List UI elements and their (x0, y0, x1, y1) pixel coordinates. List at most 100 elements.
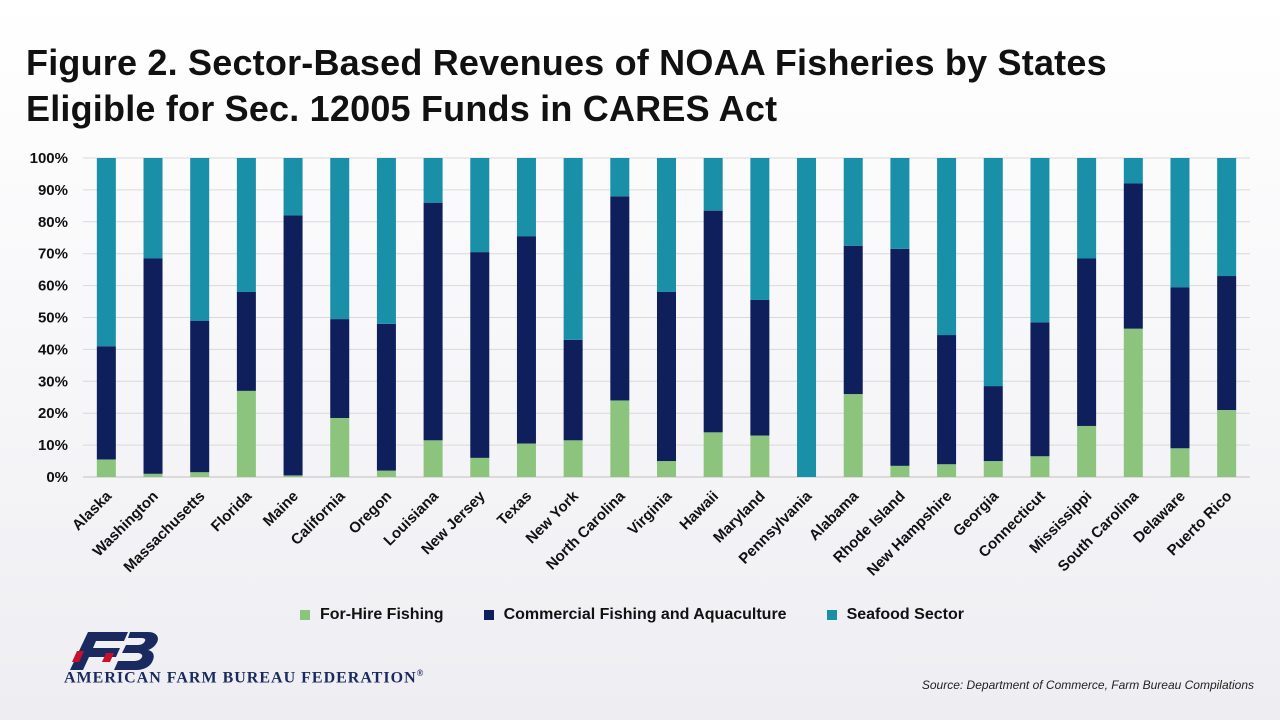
bar-segment-commercial (750, 299, 770, 436)
bar-segment-seafood (1170, 158, 1190, 288)
bar-segment-seafood (657, 158, 676, 292)
bar-segment-commercial (330, 319, 350, 418)
bar-segment-commercial (1030, 322, 1050, 457)
bar-segment-commercial (983, 386, 1003, 462)
legend-item-commercial: Commercial Fishing and Aquaculture (483, 606, 787, 624)
bar-segment-commercial (610, 196, 630, 401)
bar-segment-for-hire (283, 475, 303, 477)
bar-segment-seafood (470, 158, 490, 253)
legend-label-seafood: Seafood Sector (846, 606, 964, 623)
y-tick-label: 10% (38, 437, 68, 454)
bar-segment-for-hire (750, 435, 770, 477)
bar-segment-for-hire (236, 390, 256, 477)
bar-segment-commercial (703, 210, 723, 433)
bar-segment-commercial (657, 291, 676, 462)
bar-segment-seafood (610, 158, 630, 197)
legend-label-commercial: Commercial Fishing and Aquaculture (503, 606, 787, 623)
org-name: AMERICAN FARM BUREAU FEDERATION® (64, 668, 424, 687)
bar-segment-seafood (937, 158, 957, 336)
bar-segment-commercial (143, 258, 163, 474)
bar-segment-for-hire (703, 432, 723, 477)
x-tick-label: Texas (494, 488, 535, 529)
bar-segment-for-hire (1077, 425, 1097, 477)
bar-segment-commercial (96, 346, 116, 460)
bar-segment-for-hire (610, 400, 630, 477)
y-tick-label: 0% (46, 469, 68, 486)
bar-segment-seafood (890, 158, 910, 249)
bar-segment-seafood (190, 158, 210, 321)
bar-segment-for-hire (983, 461, 1003, 477)
bar-segment-seafood (1077, 158, 1097, 259)
bar-segment-commercial (283, 215, 303, 476)
bar-segment-commercial (563, 339, 583, 441)
bar-segment-seafood (983, 158, 1003, 387)
y-tick-label: 90% (38, 182, 68, 199)
bar-segment-for-hire (937, 464, 957, 477)
bar-segment-for-hire (376, 470, 396, 477)
x-tick-label: Massachusetts (120, 488, 208, 576)
x-tick-label: South Carolina (1055, 487, 1143, 575)
legend-item-seafood: Seafood Sector (826, 606, 964, 624)
x-tick-label: Hawaii (676, 488, 722, 534)
bar-segment-seafood (96, 158, 116, 347)
bar-segment-for-hire (1030, 456, 1050, 477)
x-tick-label: Virginia (625, 487, 676, 538)
y-tick-label: 30% (38, 373, 68, 390)
bar-segment-for-hire (423, 440, 443, 477)
bar-segment-commercial (1077, 258, 1097, 426)
bar-segment-commercial (236, 291, 256, 391)
bar-segment-seafood (423, 158, 443, 203)
legend-item-for-hire: For-Hire Fishing (300, 606, 444, 624)
bar-segment-commercial (890, 248, 910, 466)
legend-swatch-commercial (483, 610, 494, 620)
bar-segment-for-hire (843, 394, 863, 477)
source-note: Source: Department of Commerce, Farm Bur… (921, 678, 1254, 692)
bar-segment-seafood (376, 158, 396, 324)
y-tick-label: 40% (38, 341, 68, 358)
bar-segment-for-hire (190, 472, 210, 477)
bar-segment-for-hire (1123, 328, 1143, 477)
y-tick-label: 80% (38, 214, 68, 231)
y-axis: 0% 10% 20% 30% 40% 50% 60% 70% 80% 90% 100% (30, 150, 68, 486)
x-tick-label: Alaska (69, 487, 116, 534)
bar-segment-seafood (330, 158, 350, 320)
bar-segment-seafood (563, 158, 583, 340)
bar-segment-for-hire (890, 465, 910, 477)
bar-segment-seafood (703, 158, 723, 211)
bar-segment-commercial (843, 245, 863, 395)
bar-segment-seafood (750, 158, 770, 300)
org-name-text: AMERICAN FARM BUREAU FEDERATION (64, 669, 417, 687)
bar-segment-commercial (470, 252, 490, 458)
bar-segment-seafood (1030, 158, 1050, 323)
legend: For-Hire Fishing Commercial Fishing and … (300, 606, 964, 624)
bar-segment-seafood (1217, 158, 1237, 277)
bar-segment-for-hire (657, 461, 676, 477)
stacked-bar-chart: 0% 10% 20% 30% 40% 50% 60% 70% 80% 90% 100% Alaska… (30, 150, 1250, 579)
legend-swatch-for-hire (300, 610, 310, 620)
bar-segment-for-hire (470, 457, 490, 477)
bar-segment-for-hire (330, 417, 350, 477)
bar-segment-for-hire (96, 459, 116, 477)
bar-segment-commercial (937, 335, 957, 465)
bar-segment-for-hire (1170, 448, 1190, 477)
chart-title: Figure 2. Sector-Based Revenues of NOAA … (26, 40, 1256, 132)
bar-segment-seafood (1123, 158, 1143, 184)
chart-title-line-2: Eligible for Sec. 12005 Funds in CARES A… (26, 88, 778, 129)
y-tick-label: 60% (38, 278, 68, 295)
y-tick-label: 70% (38, 246, 68, 263)
bar-segment-commercial (1217, 276, 1237, 411)
bar-segment-seafood (843, 158, 863, 246)
legend-swatch-seafood (826, 610, 837, 620)
y-tick-label: 50% (38, 310, 68, 327)
y-tick-label: 100% (30, 150, 68, 167)
bar-segment-for-hire (1217, 410, 1237, 477)
x-tick-label: North Carolina (543, 487, 629, 573)
x-tick-label: New Hampshire (864, 488, 956, 580)
bar-segment-for-hire (516, 443, 536, 477)
bar-segment-commercial (376, 323, 396, 471)
bars (96, 158, 1237, 477)
org-name-mark: ® (416, 668, 425, 678)
bar-segment-seafood (797, 158, 817, 477)
x-tick-label: Maine (260, 488, 302, 530)
